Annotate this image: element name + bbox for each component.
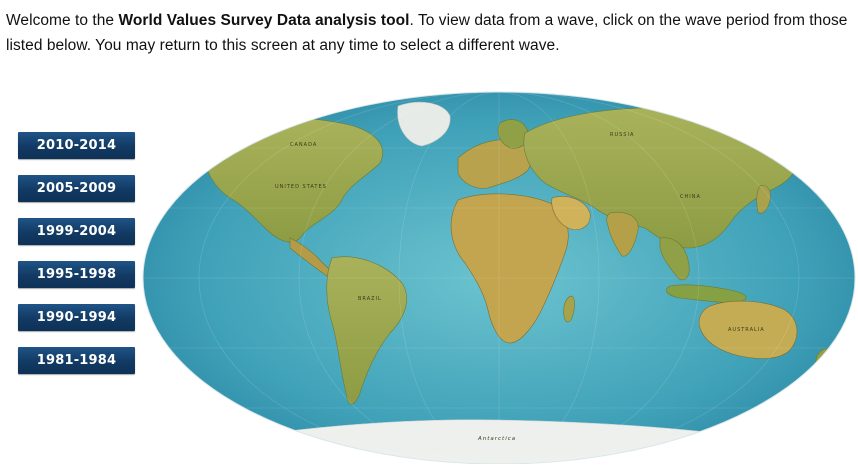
label-australia: AUSTRALIA <box>728 327 765 333</box>
wave-button-2005-2009[interactable]: 2005-2009 <box>18 175 135 202</box>
south-america-landmass <box>326 256 407 405</box>
label-united-states: UNITED STATES <box>275 184 327 190</box>
wave-list: 2010-2014 2005-2009 1999-2004 1995-1998 … <box>18 132 135 390</box>
intro-text-part2: . To view data from a wave, click on the… <box>6 12 848 54</box>
wave-button-1990-1994[interactable]: 1990-1994 <box>18 304 135 331</box>
wave-button-1981-1984[interactable]: 1981-1984 <box>18 347 135 374</box>
wave-button-2010-2014[interactable]: 2010-2014 <box>18 132 135 159</box>
label-antarctica: Antarctica <box>477 436 516 442</box>
label-russia: RUSSIA <box>610 132 634 138</box>
world-map-image: CANADA UNITED STATES BRAZIL RUSSIA CHINA… <box>142 91 856 464</box>
map-border <box>142 91 856 464</box>
europe-landmass <box>457 139 532 189</box>
scandinavia-landmass <box>497 119 529 149</box>
africa-landmass <box>450 193 569 344</box>
wave-button-1995-1998[interactable]: 1995-1998 <box>18 261 135 288</box>
intro-text-part1: Welcome to the <box>6 12 119 29</box>
japan-landmass <box>756 185 771 214</box>
australia-landmass <box>698 300 798 359</box>
intro-text: Welcome to the World Values Survey Data … <box>6 8 854 58</box>
greenland-landmass <box>397 101 451 147</box>
label-canada: CANADA <box>290 142 317 148</box>
madagascar-landmass <box>563 295 575 323</box>
graticule <box>143 92 855 464</box>
label-brazil: BRAZIL <box>358 296 382 302</box>
wave-button-1999-2004[interactable]: 1999-2004 <box>18 218 135 245</box>
arabia-landmass <box>551 196 591 230</box>
intro-tool-name: World Values Survey Data analysis tool <box>118 12 410 29</box>
india-landmass <box>606 211 639 257</box>
southeast-asia-landmass <box>659 237 690 281</box>
north-america-landmass <box>199 117 383 243</box>
label-china: CHINA <box>680 194 701 200</box>
world-map: CANADA UNITED STATES BRAZIL RUSSIA CHINA… <box>140 88 858 464</box>
